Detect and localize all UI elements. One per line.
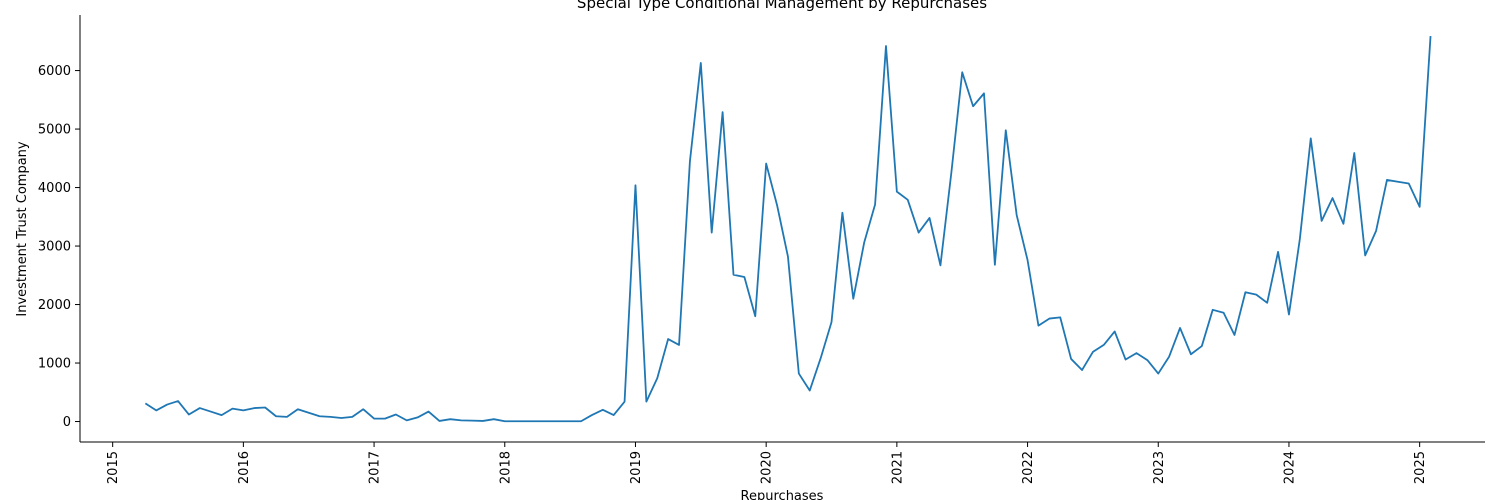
x-tick-label: 2021 <box>890 451 905 484</box>
x-tick-label: 2022 <box>1021 451 1036 484</box>
y-tick-label: 3000 <box>38 240 71 255</box>
y-tick-label: 4000 <box>38 181 71 196</box>
x-tick-label: 2019 <box>629 451 644 484</box>
chart-title: Special Type Conditional Management by R… <box>577 0 987 12</box>
x-tick-label: 2025 <box>1413 451 1428 484</box>
y-tick-label: 6000 <box>38 64 71 79</box>
x-axis-ticks: 2015 2016 2017 2018 2019 2020 2021 2022 2023 2024… <box>106 442 1428 484</box>
y-tick-label: 1000 <box>38 357 71 372</box>
x-tick-label: 2018 <box>498 451 513 484</box>
x-tick-label: 2016 <box>237 451 252 484</box>
y-axis-title: Investment Trust Company <box>15 141 30 317</box>
x-tick-label: 2023 <box>1152 451 1167 484</box>
y-tick-label: 5000 <box>38 123 71 138</box>
x-tick-label: 2020 <box>760 451 775 484</box>
y-tick-label: 2000 <box>38 298 71 313</box>
x-tick-label: 2017 <box>368 451 383 484</box>
y-axis-ticks: 0 1000 2000 3000 4000 5000 6000 <box>38 64 80 430</box>
x-axis-title: Repurchases <box>741 489 824 500</box>
x-tick-label: 2015 <box>106 451 121 484</box>
series-line <box>144 36 1432 423</box>
x-tick-label: 2024 <box>1282 451 1297 484</box>
y-tick-label: 0 <box>63 415 71 430</box>
